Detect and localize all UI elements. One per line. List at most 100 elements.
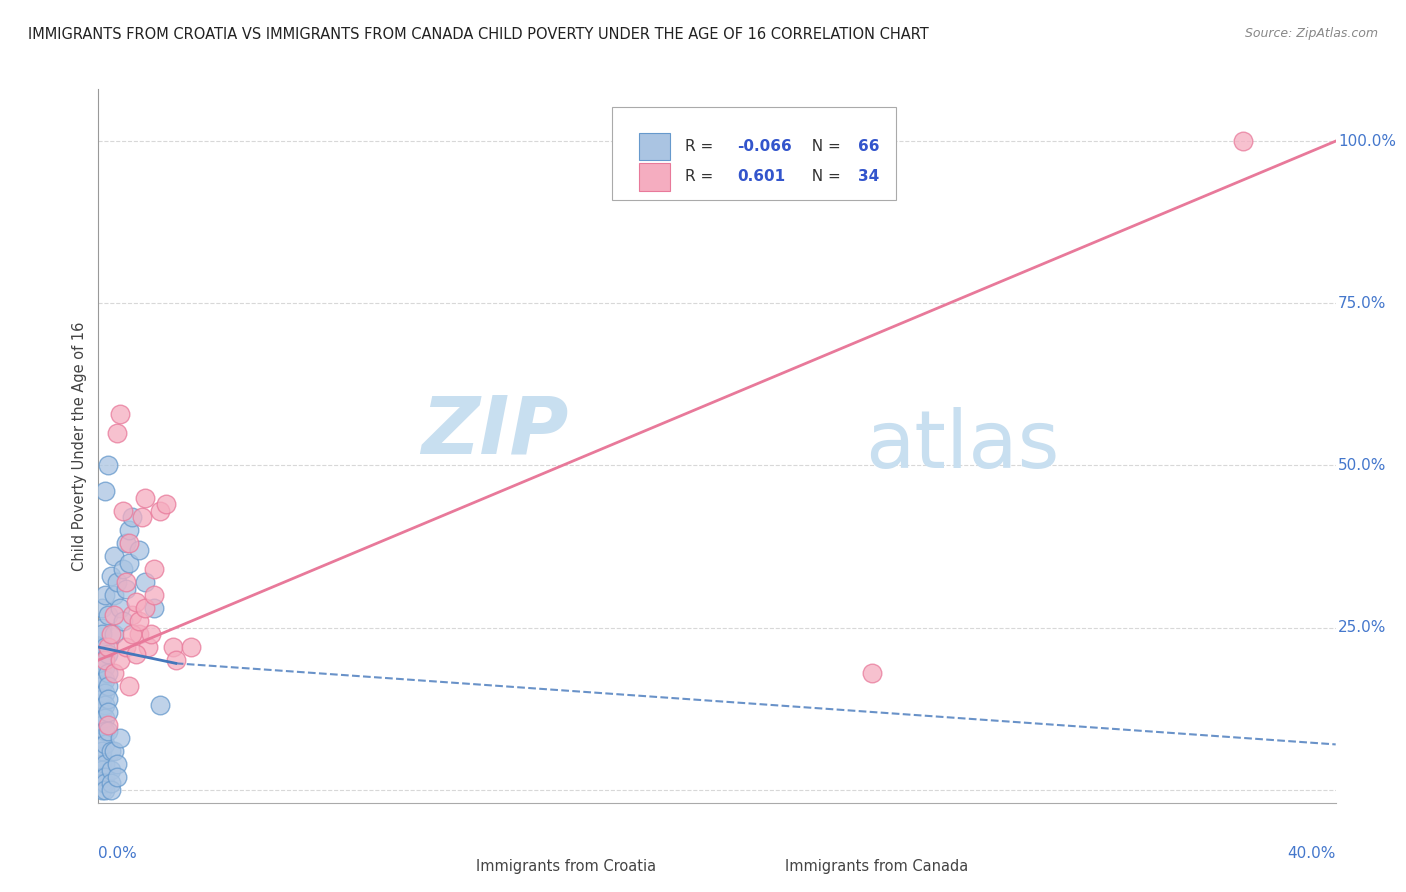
Point	[97, 705, 120, 719]
Text: Source: ZipAtlas.com: Source: ZipAtlas.com	[1244, 27, 1378, 40]
Point	[90, 782, 112, 797]
Point	[93, 685, 115, 699]
Point	[97, 458, 120, 473]
Point	[115, 575, 138, 590]
Point	[860, 666, 883, 681]
Point	[90, 653, 112, 667]
Point	[93, 698, 115, 713]
Point	[105, 770, 128, 784]
Point	[93, 724, 115, 739]
Point	[149, 698, 172, 713]
Text: atlas: atlas	[866, 407, 1060, 485]
Point	[118, 524, 141, 538]
Point	[155, 497, 177, 511]
Text: 0.601: 0.601	[737, 169, 785, 185]
Point	[121, 627, 143, 641]
Point	[93, 659, 115, 673]
Point	[90, 770, 112, 784]
Point	[108, 601, 131, 615]
Point	[90, 621, 112, 635]
Point	[118, 536, 141, 550]
Point	[112, 504, 135, 518]
Point	[97, 666, 120, 681]
Point	[90, 744, 112, 758]
Point	[97, 607, 120, 622]
Point	[121, 607, 143, 622]
Point	[90, 764, 112, 778]
Point	[97, 640, 120, 654]
Text: ZIP: ZIP	[422, 392, 568, 471]
Point	[93, 770, 115, 784]
Point	[143, 601, 166, 615]
Point	[134, 575, 156, 590]
Point	[90, 679, 112, 693]
Point	[128, 614, 150, 628]
Point	[93, 484, 115, 499]
Point	[97, 718, 120, 732]
Point	[90, 776, 112, 790]
Point	[103, 744, 125, 758]
Point	[165, 653, 187, 667]
Point	[108, 731, 131, 745]
Point	[100, 776, 122, 790]
Point	[93, 756, 115, 771]
Text: Immigrants from Croatia: Immigrants from Croatia	[475, 859, 657, 874]
Point	[121, 510, 143, 524]
Point	[93, 782, 115, 797]
Text: 66: 66	[858, 139, 880, 153]
Point	[90, 756, 112, 771]
Point	[149, 504, 172, 518]
Point	[103, 627, 125, 641]
Point	[90, 692, 112, 706]
Point	[136, 640, 159, 654]
Point	[93, 738, 115, 752]
Point	[100, 627, 122, 641]
Point	[134, 491, 156, 505]
Point	[93, 711, 115, 725]
Point	[90, 627, 112, 641]
Point	[90, 731, 112, 745]
Text: IMMIGRANTS FROM CROATIA VS IMMIGRANTS FROM CANADA CHILD POVERTY UNDER THE AGE OF: IMMIGRANTS FROM CROATIA VS IMMIGRANTS FR…	[28, 27, 929, 42]
Point	[100, 744, 122, 758]
Point	[118, 556, 141, 570]
Point	[112, 614, 135, 628]
Text: 100.0%: 100.0%	[1339, 134, 1396, 149]
Point	[90, 750, 112, 764]
Point	[105, 425, 128, 440]
Point	[100, 568, 122, 582]
Point	[90, 640, 112, 654]
Point	[93, 776, 115, 790]
Point	[143, 562, 166, 576]
Point	[90, 685, 112, 699]
Point	[162, 640, 184, 654]
Bar	[640, 163, 671, 191]
Point	[139, 627, 162, 641]
Text: 0.0%: 0.0%	[98, 846, 138, 861]
Point	[103, 588, 125, 602]
Y-axis label: Child Poverty Under the Age of 16: Child Poverty Under the Age of 16	[72, 321, 87, 571]
Point	[108, 653, 131, 667]
Bar	[742, 856, 779, 876]
Text: 34: 34	[858, 169, 879, 185]
Point	[115, 640, 138, 654]
Point	[134, 601, 156, 615]
Point	[97, 647, 120, 661]
Point	[124, 595, 146, 609]
Point	[103, 607, 125, 622]
Point	[93, 673, 115, 687]
Point	[115, 536, 138, 550]
Point	[112, 562, 135, 576]
Point	[97, 692, 120, 706]
Point	[90, 666, 112, 681]
Point	[90, 718, 112, 732]
Text: R =: R =	[685, 169, 723, 185]
Text: 25.0%: 25.0%	[1339, 620, 1386, 635]
Point	[180, 640, 202, 654]
Point	[128, 627, 150, 641]
Point	[100, 764, 122, 778]
Point	[105, 575, 128, 590]
Point	[1232, 134, 1254, 148]
Point	[108, 407, 131, 421]
Point	[97, 679, 120, 693]
Point	[93, 640, 115, 654]
